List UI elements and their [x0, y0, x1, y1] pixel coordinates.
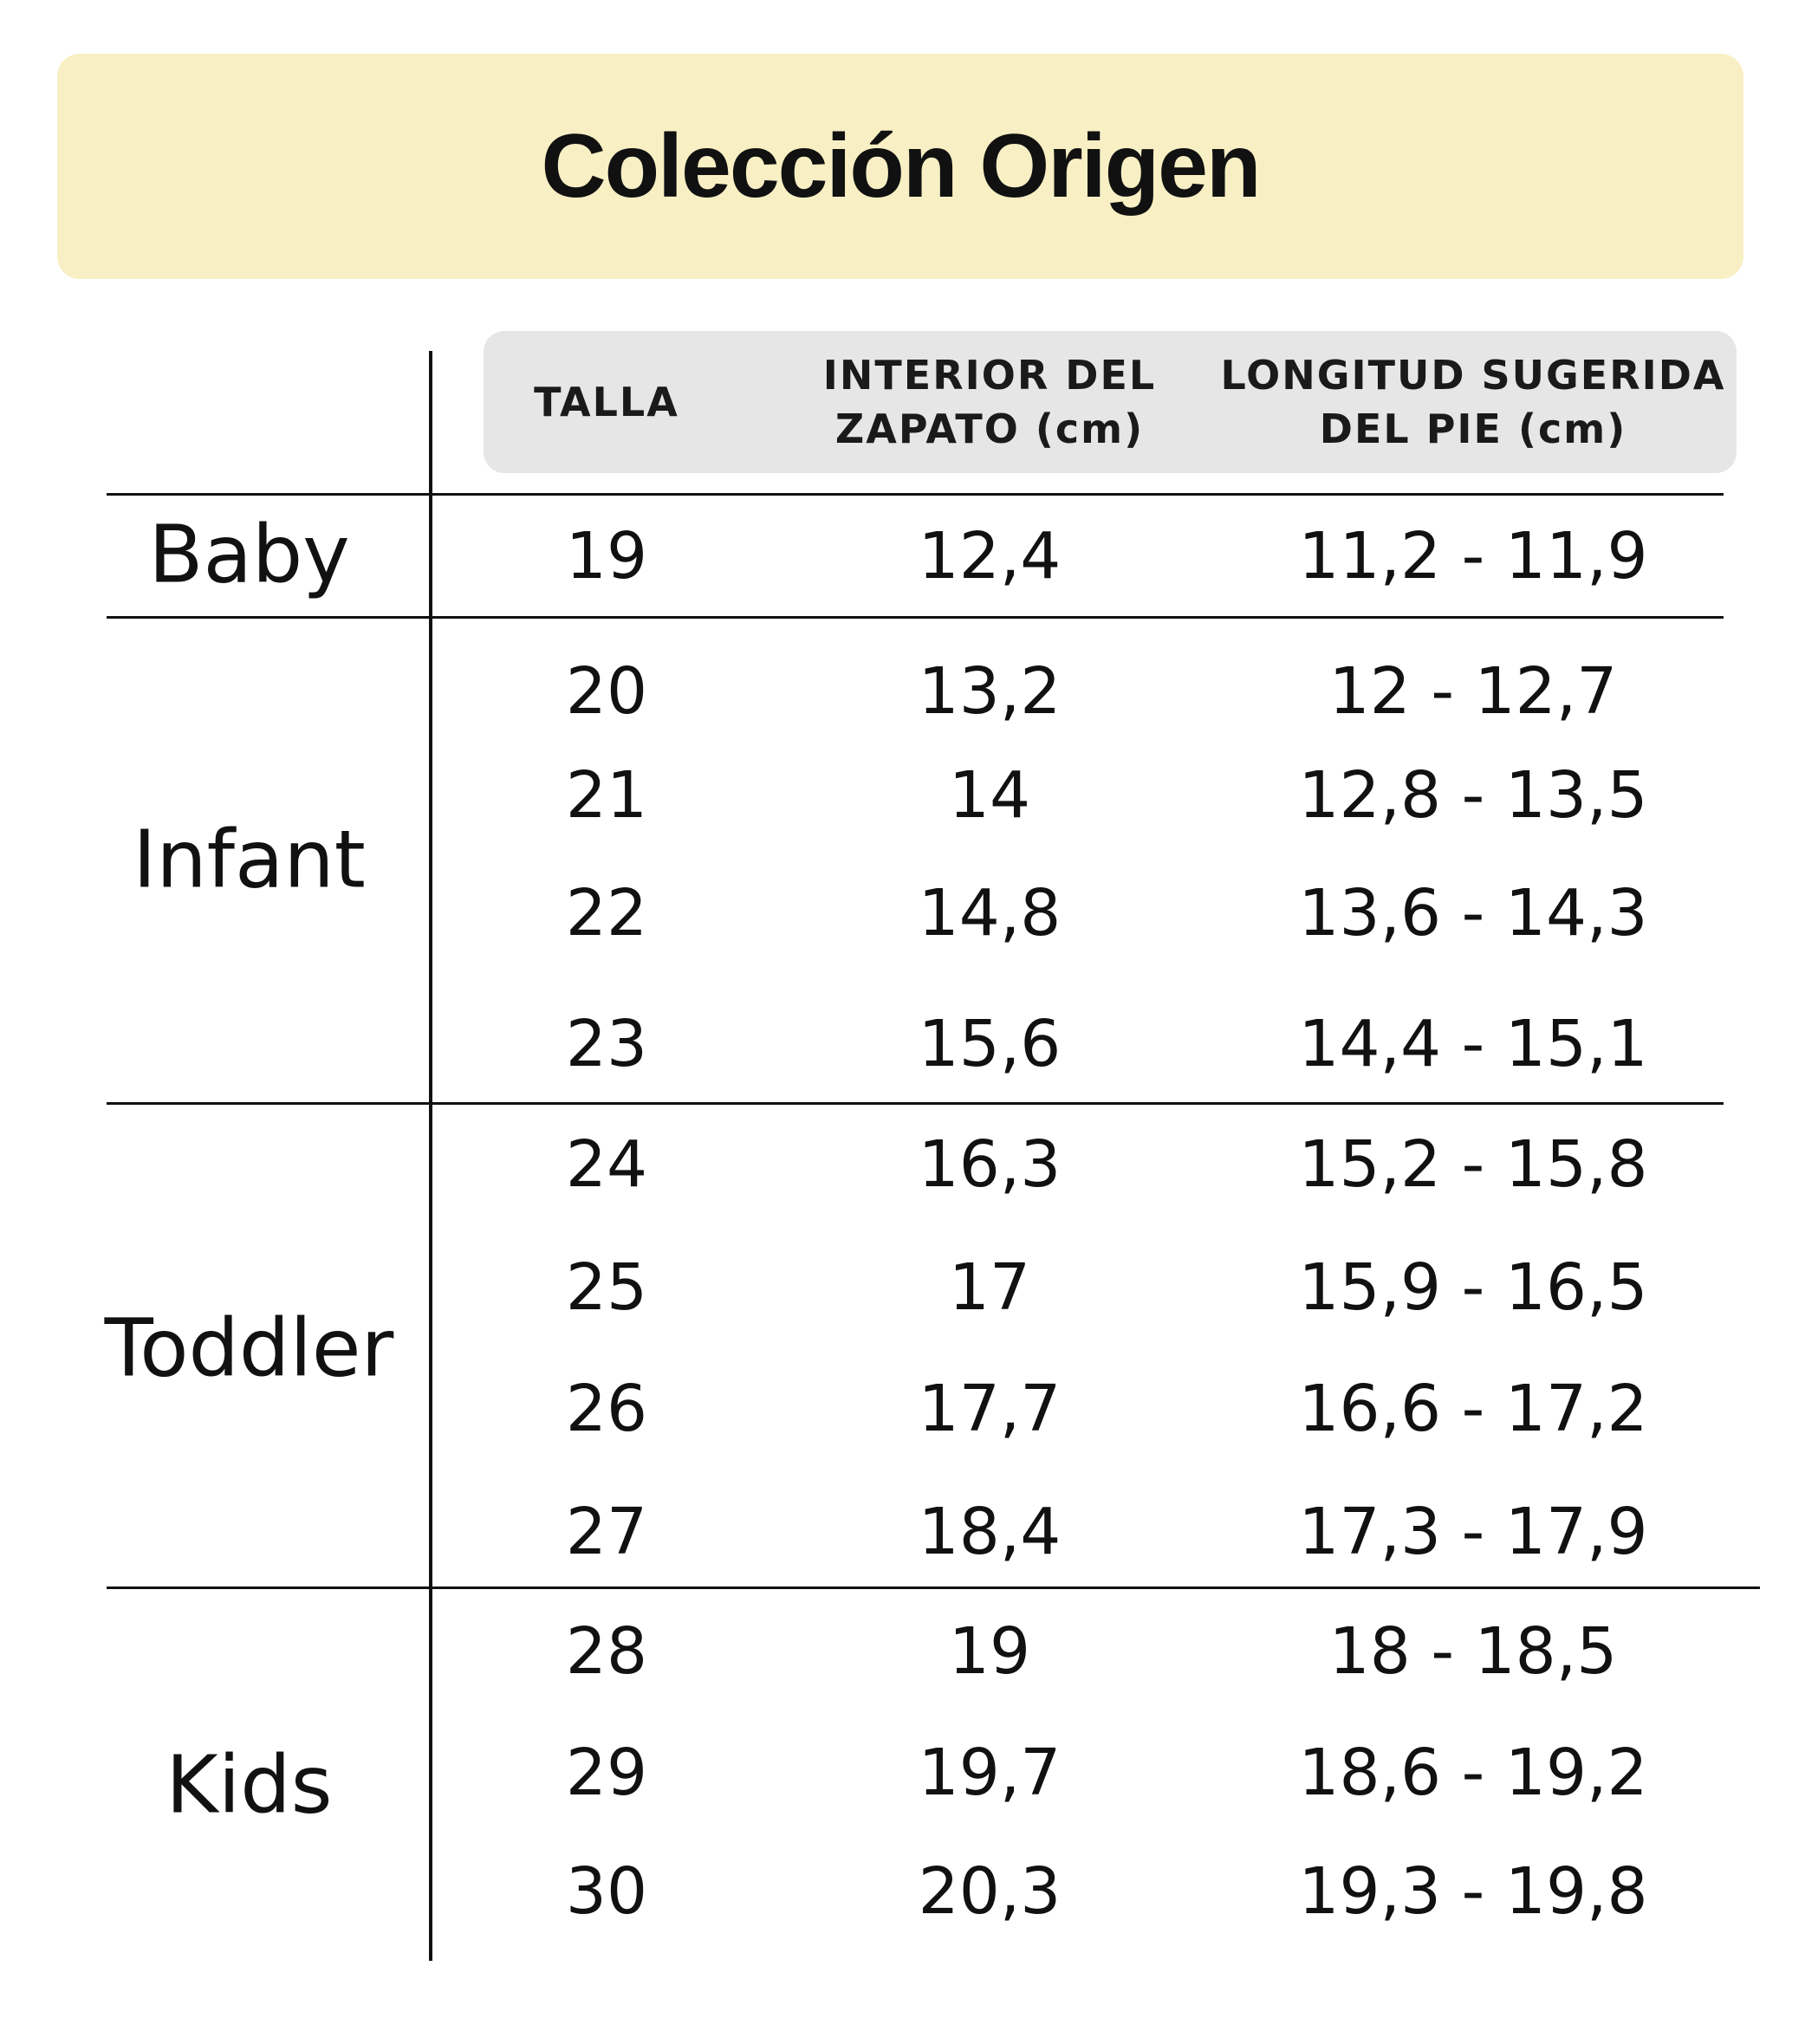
cell-interior: 17,7 — [918, 1372, 1062, 1446]
cell-longitud: 12 - 12,7 — [1328, 654, 1618, 729]
cell-talla: 27 — [565, 1495, 648, 1569]
title-banner: Colección Origen — [57, 54, 1743, 279]
cell-interior: 14 — [948, 758, 1031, 833]
cell-interior: 20,3 — [918, 1854, 1062, 1929]
cell-longitud: 11,2 - 11,9 — [1298, 519, 1648, 594]
divider-toddler-kids — [107, 1587, 1760, 1589]
cell-longitud: 17,3 - 17,9 — [1298, 1495, 1648, 1569]
vertical-divider — [429, 351, 432, 1961]
table-header — [484, 331, 1737, 473]
cell-talla: 19 — [565, 519, 648, 594]
divider-infant-toddler — [107, 1102, 1724, 1105]
category-baby: Baby — [148, 508, 350, 601]
category-infant: Infant — [133, 813, 366, 906]
cell-longitud: 12,8 - 13,5 — [1298, 758, 1648, 833]
category-toddler: Toddler — [104, 1301, 394, 1395]
cell-talla: 22 — [565, 876, 648, 951]
cell-interior: 17 — [948, 1250, 1031, 1325]
cell-interior: 19,7 — [918, 1736, 1062, 1810]
cell-talla: 30 — [565, 1854, 648, 1929]
header-longitud-pie: LONGITUD SUGERIDA DEL PIE (cm) — [1220, 352, 1726, 452]
cell-longitud: 15,9 - 16,5 — [1298, 1250, 1648, 1325]
cell-talla: 25 — [565, 1250, 648, 1325]
cell-talla: 24 — [565, 1127, 648, 1202]
cell-interior: 12,4 — [918, 519, 1062, 594]
cell-talla: 20 — [565, 654, 648, 729]
cell-longitud: 15,2 - 15,8 — [1298, 1127, 1648, 1202]
divider-top — [107, 493, 1724, 496]
cell-interior: 14,8 — [918, 876, 1062, 951]
cell-longitud: 18,6 - 19,2 — [1298, 1736, 1648, 1810]
cell-talla: 29 — [565, 1736, 648, 1810]
cell-longitud: 19,3 - 19,8 — [1298, 1854, 1648, 1929]
cell-longitud: 16,6 - 17,2 — [1298, 1372, 1648, 1446]
header-talla: TALLA — [534, 379, 679, 425]
header-interior-zapato: INTERIOR DEL ZAPATO (cm) — [822, 352, 1157, 452]
cell-longitud: 13,6 - 14,3 — [1298, 876, 1648, 951]
cell-interior: 19 — [948, 1614, 1031, 1689]
cell-interior: 13,2 — [918, 654, 1062, 729]
cell-interior: 18,4 — [918, 1495, 1062, 1569]
cell-longitud: 18 - 18,5 — [1328, 1614, 1618, 1689]
cell-talla: 28 — [565, 1614, 648, 1689]
cell-interior: 15,6 — [918, 1007, 1062, 1081]
page-title: Colección Origen — [541, 115, 1261, 217]
cell-interior: 16,3 — [918, 1127, 1062, 1202]
cell-talla: 26 — [565, 1372, 648, 1446]
divider-baby-infant — [107, 616, 1724, 619]
cell-longitud: 14,4 - 15,1 — [1298, 1007, 1648, 1081]
category-kids: Kids — [166, 1738, 333, 1832]
cell-talla: 21 — [565, 758, 648, 833]
cell-talla: 23 — [565, 1007, 648, 1081]
